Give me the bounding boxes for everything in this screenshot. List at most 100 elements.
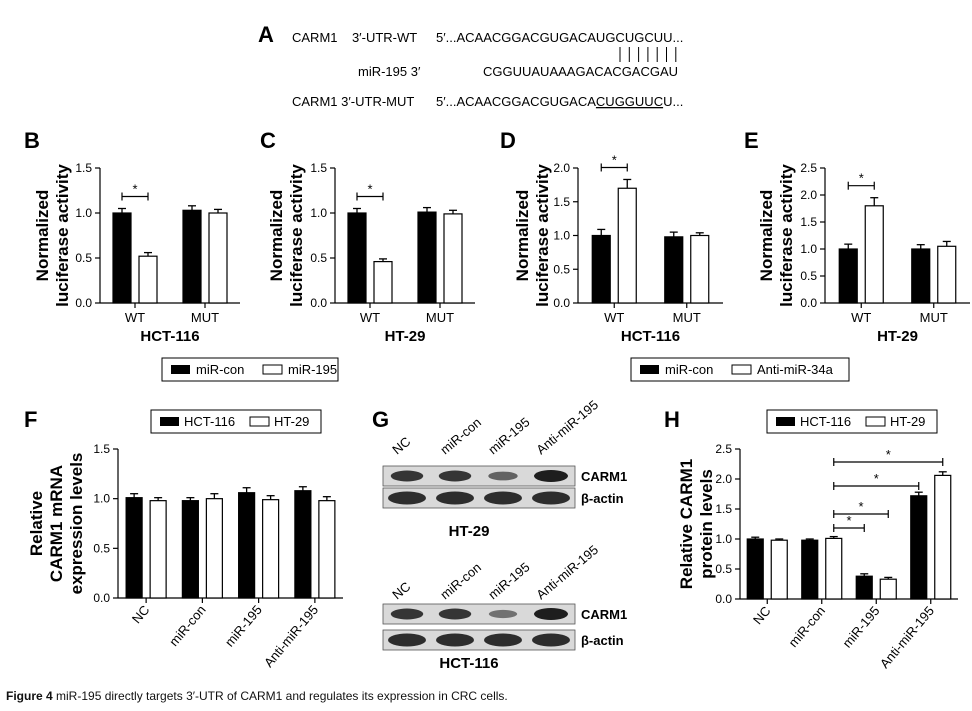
legend-swatch-white bbox=[731, 364, 752, 375]
y-tick-label: 0.5 bbox=[553, 262, 570, 276]
bar bbox=[591, 234, 611, 304]
x-tick-label: NC bbox=[129, 602, 153, 626]
bar bbox=[208, 212, 228, 304]
y-axis-label-line: Normalized bbox=[513, 190, 532, 282]
x-tick-label: miR-con bbox=[166, 602, 209, 649]
panel-title: HT-29 bbox=[385, 328, 426, 345]
carm1-strip bbox=[382, 465, 576, 487]
y-tick-label: 0.5 bbox=[310, 251, 327, 265]
lane-label: miR-195 bbox=[485, 414, 532, 457]
bar bbox=[664, 236, 684, 304]
significance-star: * bbox=[612, 152, 617, 167]
legend-swatch-black bbox=[640, 365, 659, 374]
significance-star: * bbox=[132, 182, 137, 197]
significance-star: * bbox=[367, 182, 372, 197]
bar bbox=[864, 205, 884, 304]
lane-label: miR-con bbox=[437, 560, 484, 603]
legend-label: Anti-miR-34a bbox=[757, 362, 834, 377]
y-tick-label: 1.5 bbox=[310, 161, 327, 175]
y-axis-label-line: luciferase activity bbox=[777, 164, 796, 307]
y-tick-label: 2.5 bbox=[715, 442, 732, 456]
legend-label: miR-con bbox=[196, 362, 244, 377]
y-tick-label: 2.0 bbox=[715, 472, 732, 486]
x-tick-label: MUT bbox=[920, 310, 948, 325]
y-tick-label: 0.0 bbox=[553, 296, 570, 310]
band-label: CARM1 bbox=[581, 607, 627, 622]
actin-band bbox=[436, 633, 474, 647]
y-axis-label-line: CARM1 mRNA bbox=[47, 465, 66, 582]
legend-label: HT-29 bbox=[274, 414, 309, 429]
chart-panel-c: C Normalized luciferase activity 0.0 0.5 1.0 1… bbox=[260, 128, 475, 345]
legend-swatch-white bbox=[249, 416, 270, 427]
panel-title: HCT-116 bbox=[621, 328, 680, 345]
bar bbox=[911, 248, 931, 304]
actin-band bbox=[484, 633, 522, 647]
bar bbox=[910, 495, 928, 600]
blot-2: NC miR-con miR-195 Anti-miR-195 CARM1 β-actin… bbox=[382, 542, 627, 672]
legend-swatch-black bbox=[776, 417, 795, 426]
blot-1: NC miR-con miR-195 Anti-miR-195 CARM1 β-actin… bbox=[382, 397, 627, 540]
actin-strip bbox=[382, 487, 576, 509]
actin-band bbox=[532, 491, 570, 505]
x-tick-label: miR-195 bbox=[222, 602, 265, 649]
bar bbox=[125, 497, 143, 599]
bar bbox=[838, 248, 858, 304]
y-tick-label: 1.5 bbox=[553, 195, 570, 209]
y-tick-label: 0.0 bbox=[75, 296, 92, 310]
blot-panel: G NC miR-con miR-195 Anti-miR-195CARM1β-act… bbox=[372, 397, 627, 672]
y-tick-label: 1.0 bbox=[800, 242, 817, 256]
x-tick-label: MUT bbox=[673, 310, 701, 325]
sequence-panel: A CARM1 3′-UTR-WT 5′...ACAACGGACGUGACAUG… bbox=[258, 22, 683, 109]
y-tick-label: 0.5 bbox=[93, 541, 110, 555]
panel-title: HCT-116 bbox=[140, 328, 199, 345]
y-axis-label-line: Normalized bbox=[33, 190, 52, 282]
lane-label: NC bbox=[389, 579, 413, 603]
legend-f: HCT-116 HT-29 bbox=[150, 409, 322, 434]
wt-sequence: 5′...ACAACGGACGUGACAUGCUGCUU... bbox=[436, 30, 683, 45]
blot-title: HT-29 bbox=[449, 523, 490, 540]
y-tick-label: 1.0 bbox=[715, 532, 732, 546]
y-tick-label: 2.0 bbox=[800, 188, 817, 202]
y-tick-label: 1.5 bbox=[75, 161, 92, 175]
carm1-band bbox=[534, 608, 568, 620]
bar bbox=[937, 245, 957, 304]
lane-label: Anti-miR-195 bbox=[533, 397, 601, 457]
chart-panel-d: D Normalized luciferase activity 0.0 0.5 1.0 1… bbox=[500, 128, 723, 345]
legend-h: HCT-116 HT-29 bbox=[766, 409, 938, 434]
mir-sequence: CGGUUAUAAAGACACGACGAU bbox=[483, 64, 678, 79]
x-tick-label: miR-con bbox=[785, 603, 828, 650]
significance-star: * bbox=[846, 513, 851, 528]
y-tick-label: 1.0 bbox=[93, 492, 110, 506]
chart-panel-b: B Normalized luciferase activity 0.0 0.5 1.0 1… bbox=[24, 128, 240, 345]
chart-panel-f: F Relative CARM1 mRNA expression levels 0.0 0… bbox=[24, 407, 343, 670]
bar bbox=[262, 499, 280, 599]
y-tick-label: 1.0 bbox=[75, 206, 92, 220]
actin-strip bbox=[382, 629, 576, 651]
y-tick-label: 0.0 bbox=[715, 592, 732, 606]
x-tick-label: WT bbox=[360, 310, 380, 325]
y-tick-label: 0.0 bbox=[310, 296, 327, 310]
bar bbox=[690, 234, 710, 304]
y-axis-label-line: luciferase activity bbox=[287, 164, 306, 307]
band-label: β-actin bbox=[581, 633, 624, 648]
y-tick-label: 0.5 bbox=[715, 562, 732, 576]
y-axis-label: Normalized luciferase activity bbox=[33, 164, 72, 307]
y-axis-label-line: luciferase activity bbox=[53, 164, 72, 307]
y-axis-label-line: Normalized bbox=[757, 190, 776, 282]
y-tick-label: 2.5 bbox=[800, 161, 817, 175]
legend-label: HCT-116 bbox=[184, 414, 235, 429]
legend-label: miR-con bbox=[665, 362, 713, 377]
wt-label: CARM1 3′-UTR-WT bbox=[292, 30, 417, 45]
x-tick-label: MUT bbox=[426, 310, 454, 325]
panel-letter-g: G bbox=[372, 407, 389, 432]
panel-letter: C bbox=[260, 128, 276, 153]
actin-band bbox=[388, 491, 426, 505]
y-axis-label: Relative CARM1 mRNA expression levels bbox=[27, 453, 86, 595]
legend-de: miR-con Anti-miR-34a bbox=[630, 357, 850, 382]
mut-label: CARM1 3′-UTR-MUT bbox=[292, 94, 414, 109]
mir-label: miR-195 3′ bbox=[358, 64, 421, 79]
carm1-band bbox=[488, 609, 518, 619]
panel-letter: B bbox=[24, 128, 40, 153]
mut-sequence: 5′...ACAACGGACGUGACACUGGUUCU... bbox=[436, 94, 683, 109]
